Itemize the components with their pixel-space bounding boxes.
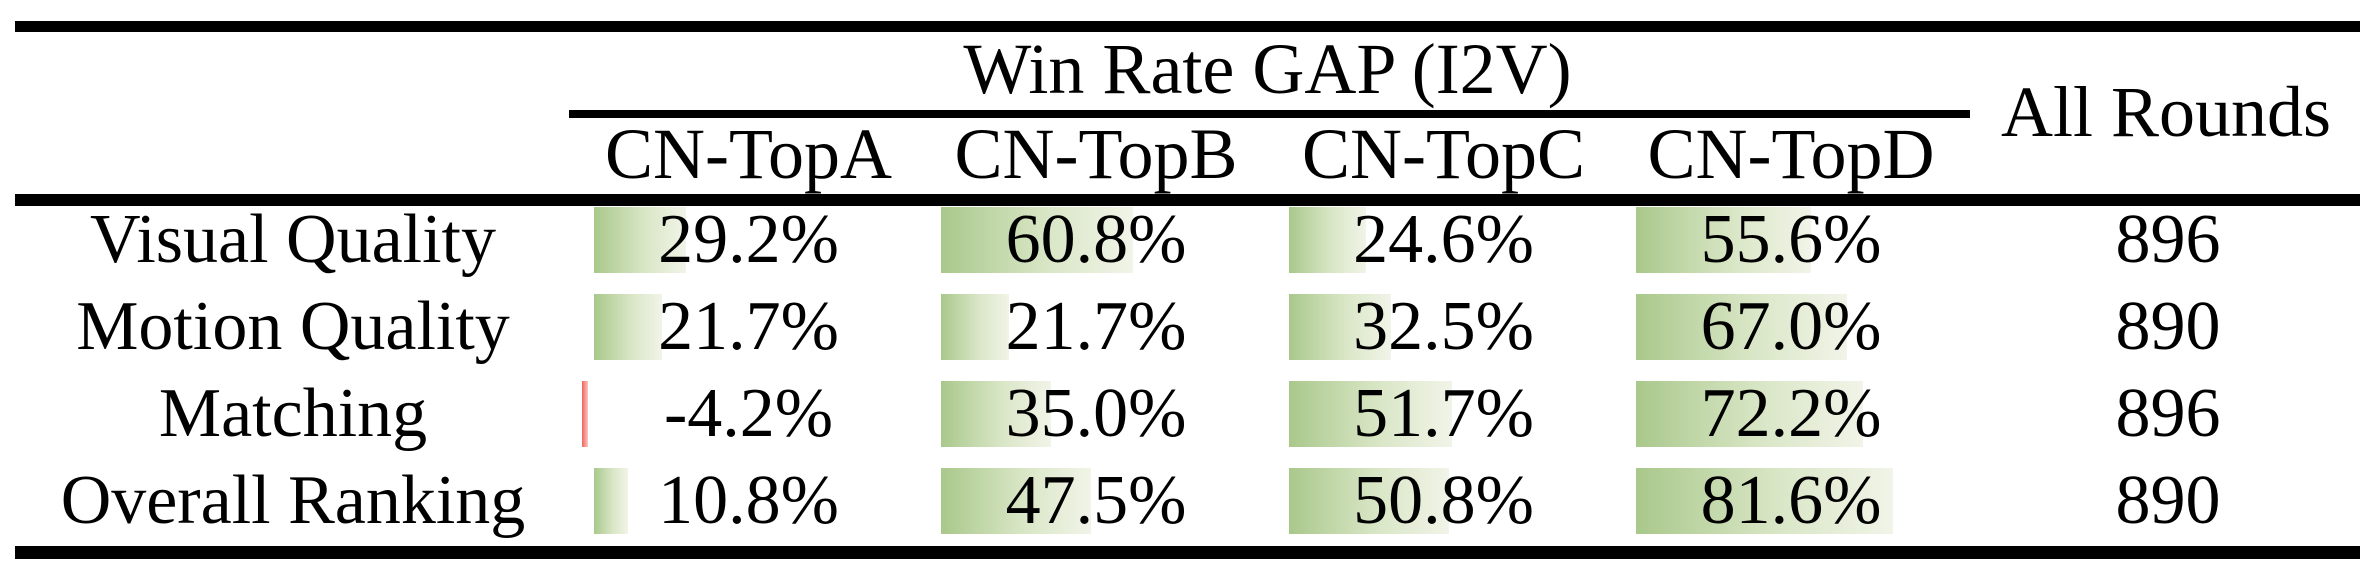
table-rule-top [15,21,2360,32]
cell-value: 21.7% [1005,288,1187,365]
cell-value: 10.8% [658,462,839,539]
data-bar [941,468,1091,534]
data-bar [1289,468,1450,534]
cell-value: 21.7% [658,288,839,365]
table-cell: 21.7% [922,288,1270,365]
table-cell: 35.0% [922,375,1270,452]
cell-value: 24.6% [1353,201,1534,278]
data-bar [941,207,1133,273]
table-cell: 50.8% [1270,462,1617,539]
data-bar-negative [582,381,588,447]
row-label-overall-ranking: Overall Ranking [60,462,526,539]
data-bar [1289,381,1452,447]
table-cell: 55.6% [1617,201,1965,278]
table-cell: 32.5% [1270,288,1617,365]
all-rounds-value: 896 [2115,375,2221,452]
data-bar [1636,207,1812,273]
table-cell: -4.2% [575,375,922,452]
table-cell: 81.6% [1617,462,1965,539]
row-label-matching: Matching [158,375,428,452]
cell-value: 55.6% [1700,201,1882,278]
cell-value: 67.0% [1700,288,1882,365]
column-header-cn-topa: CN-TopA [605,114,892,194]
row-label-motion-quality: Motion Quality [76,288,510,365]
all-rounds-value: 896 [2115,201,2221,278]
table-cell: 60.8% [922,201,1270,278]
cell-value: 81.6% [1700,462,1882,539]
data-bar [1636,468,1894,534]
data-bar [1289,294,1392,360]
cell-value: 51.7% [1353,375,1534,452]
data-bar [941,294,1010,360]
table-cell: 72.2% [1617,375,1965,452]
data-bar [1636,294,1848,360]
cell-value: 35.0% [1005,375,1187,452]
cell-value: 72.2% [1700,375,1882,452]
column-header-cn-topb: CN-TopB [954,114,1238,194]
all-rounds-value: 890 [2115,462,2221,539]
cell-value: 29.2% [658,201,839,278]
table-rule-bottom [15,546,2360,559]
data-bar [941,381,1052,447]
table-cell: 47.5% [922,462,1270,539]
cell-value: -4.2% [663,375,834,452]
row-label-visual-quality: Visual Quality [89,201,497,278]
table-cell: 24.6% [1270,201,1617,278]
table-cell: 29.2% [575,201,922,278]
cell-value: 50.8% [1353,462,1534,539]
data-bar [1289,207,1367,273]
data-bar [594,468,629,534]
cell-value: 47.5% [1005,462,1187,539]
table-rule-under-header [15,194,2360,206]
cell-value: 60.8% [1005,201,1187,278]
table-cell: 21.7% [575,288,922,365]
table-cell: 67.0% [1617,288,1965,365]
data-bar [594,294,663,360]
data-bar [594,207,686,273]
table-cell: 51.7% [1270,375,1617,452]
column-header-cn-topd: CN-TopD [1647,114,1935,194]
column-header-all-rounds: All Rounds [2000,72,2332,152]
column-header-cn-topc: CN-TopC [1302,114,1585,194]
data-bar [1636,381,1864,447]
cell-value: 32.5% [1353,288,1534,365]
group-header-win-rate-gap: Win Rate GAP (I2V) [963,29,1572,109]
table-rule-under-group-header [569,110,1970,118]
table-cell: 10.8% [575,462,922,539]
all-rounds-value: 890 [2115,288,2221,365]
